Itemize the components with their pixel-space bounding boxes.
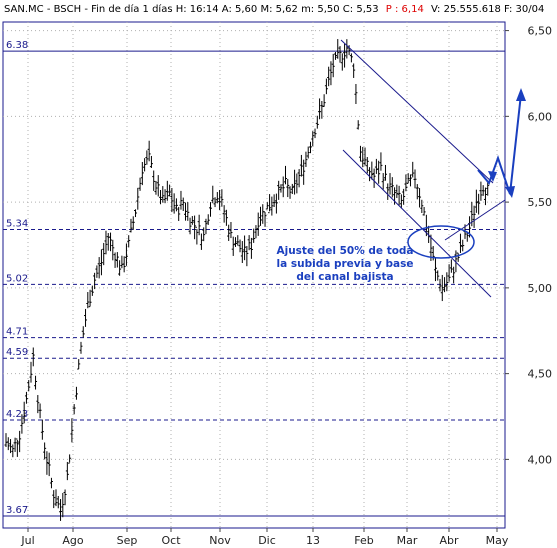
y-tick-label: 4,00: [528, 453, 553, 466]
x-tick-label: Ago: [62, 534, 84, 547]
projection-arrowhead-small: [488, 171, 497, 182]
x-tick-label: Abr: [439, 534, 459, 547]
projection-arrowhead-mid: [505, 186, 515, 198]
x-tick-label: Oct: [161, 534, 181, 547]
x-tick-label: Dic: [258, 534, 276, 547]
y-tick-label: 6,50: [528, 25, 553, 38]
x-tick-label: Sep: [117, 534, 138, 547]
annotation-text-line: Ajuste del 50% de toda: [276, 245, 413, 257]
projection-path: [477, 93, 522, 195]
axis-layer: Jul Ago Sep Oct Nov Dic 13 Feb Mar Abr May 4,00 4,50…: [20, 25, 552, 547]
projection-arrowhead-top: [516, 88, 526, 101]
y-tick-label: 5,50: [528, 196, 553, 209]
header-prefix: SAN.MC - BSCH - Fin de día 1 días H: 16:…: [4, 3, 379, 15]
x-tick-label: 13: [306, 534, 320, 547]
level-label: 3.67: [6, 505, 28, 516]
plot-frame: [2, 21, 506, 529]
channel-layer: [340, 39, 506, 298]
grid-layer: [2, 21, 506, 529]
x-tick-label: May: [486, 534, 509, 547]
price-layer: [4, 39, 490, 521]
header-p-label: P : 6,14: [386, 4, 424, 15]
level-label: 4.71: [6, 327, 28, 338]
channel-upper-line: [340, 39, 494, 184]
level-label: 6.38: [6, 40, 28, 51]
y-tick-label: 5,00: [528, 282, 553, 295]
x-tick-label: Feb: [354, 534, 373, 547]
level-label: 4.23: [6, 409, 28, 420]
low-highlight-ellipse: [407, 225, 475, 259]
level-label: 5.34: [6, 219, 28, 230]
annotation-text-line: del canal bajista: [296, 271, 393, 283]
levels-layer: 6.38 5.34 5.02 4.71 4.59 4.23 3.67: [3, 40, 505, 517]
x-tick-label: Mar: [397, 534, 418, 547]
header-suffix: V: 25.555.618 F: 30/04: [431, 4, 544, 15]
support-line: [444, 199, 506, 241]
annotation-text-line: la subida previa y base: [277, 258, 414, 270]
x-tick-label: Nov: [209, 534, 231, 547]
channel-lower-line: [342, 149, 492, 298]
chart-header: SAN.MC - BSCH - Fin de día 1 días H: 16:…: [4, 3, 544, 15]
x-tick-label: Jul: [20, 534, 34, 547]
level-label: 4.59: [6, 347, 28, 358]
y-tick-label: 4,50: [528, 368, 553, 381]
level-label: 5.02: [6, 273, 28, 284]
y-tick-label: 6,00: [528, 110, 553, 123]
